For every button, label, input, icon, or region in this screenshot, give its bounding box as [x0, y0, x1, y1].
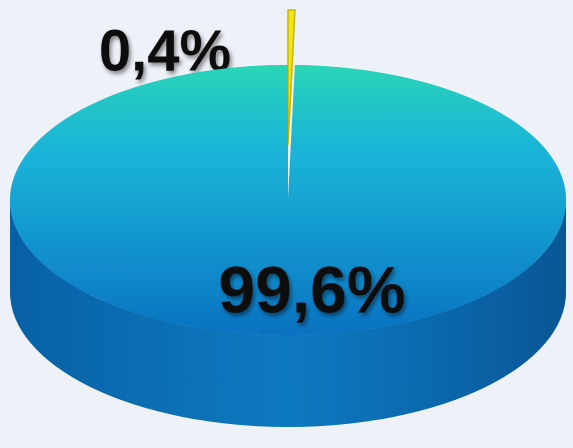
slice-shade — [9, 65, 566, 335]
slice-side-shade — [10, 200, 566, 427]
data-label: 99,6% — [218, 252, 405, 326]
slice — [287, 9, 296, 146]
